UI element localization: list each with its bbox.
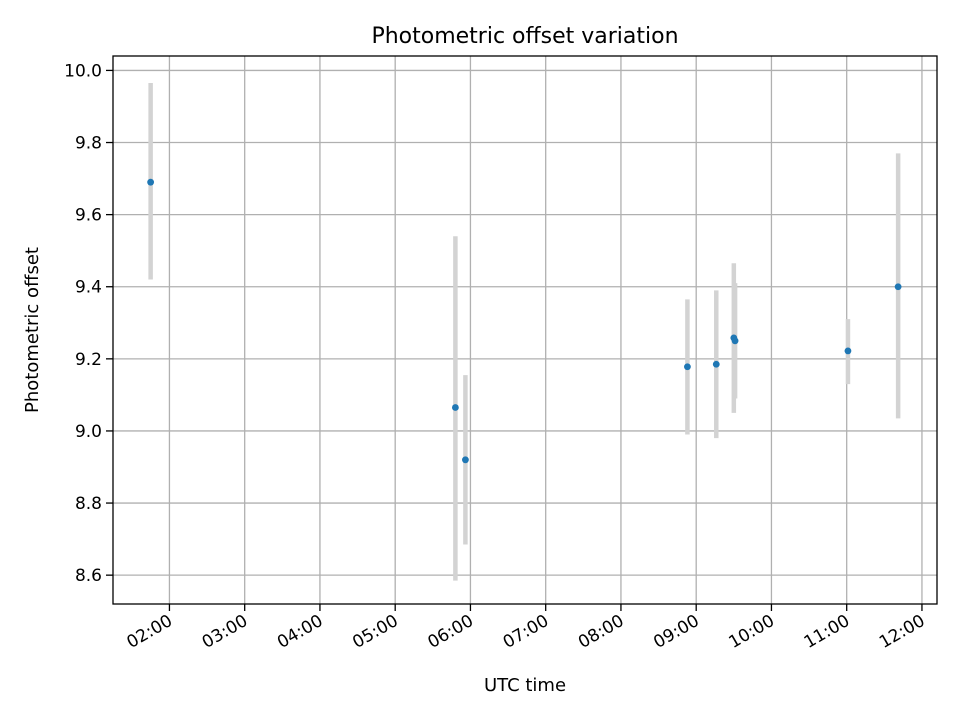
y-tick-label: 9.0	[75, 422, 102, 442]
data-point	[462, 456, 469, 464]
x-tick-label: 06:00	[425, 611, 477, 653]
y-tick-label: 9.4	[75, 278, 102, 298]
y-tick-label: 9.2	[75, 350, 102, 370]
x-tick-label: 04:00	[274, 611, 326, 653]
data-point	[844, 347, 852, 355]
x-tick-label: 05:00	[349, 611, 401, 653]
x-tick-label: 10:00	[726, 611, 778, 653]
data-point	[451, 404, 459, 411]
data-point	[731, 337, 739, 345]
grid	[113, 56, 937, 604]
error-bars	[148, 83, 901, 581]
x-tick-label: 02:00	[124, 611, 176, 653]
x-tick-label: 12:00	[876, 611, 928, 653]
data-point	[894, 283, 902, 291]
y-tick-label: 9.8	[75, 134, 102, 154]
y-tick-label: 9.6	[75, 206, 102, 226]
y-axis-ticks: 8.6 8.8 9.0 9.2 9.4 9.6 9.8 10.0	[64, 61, 113, 586]
x-tick-label: 11:00	[801, 611, 853, 653]
x-tick-label: 09:00	[650, 611, 702, 653]
data-points	[147, 178, 902, 464]
y-tick-label: 8.8	[75, 494, 102, 514]
y-tick-label: 10.0	[64, 61, 102, 81]
data-point	[147, 178, 155, 186]
x-tick-label: 08:00	[575, 611, 627, 653]
x-axis-ticks: 02:00 03:00 04:00 05:00 06:00 07:00 08:00 09:00…	[124, 604, 928, 653]
data-point	[684, 363, 691, 371]
x-tick-label: 03:00	[199, 611, 251, 653]
y-axis-label: Photometric offset	[22, 247, 43, 413]
x-axis-label: UTC time	[484, 675, 566, 696]
x-tick-label: 07:00	[500, 611, 552, 653]
data-point	[712, 360, 720, 368]
chart-title: Photometric offset variation	[371, 24, 678, 49]
plot-frame	[112, 55, 938, 605]
y-tick-label: 8.6	[75, 566, 102, 586]
